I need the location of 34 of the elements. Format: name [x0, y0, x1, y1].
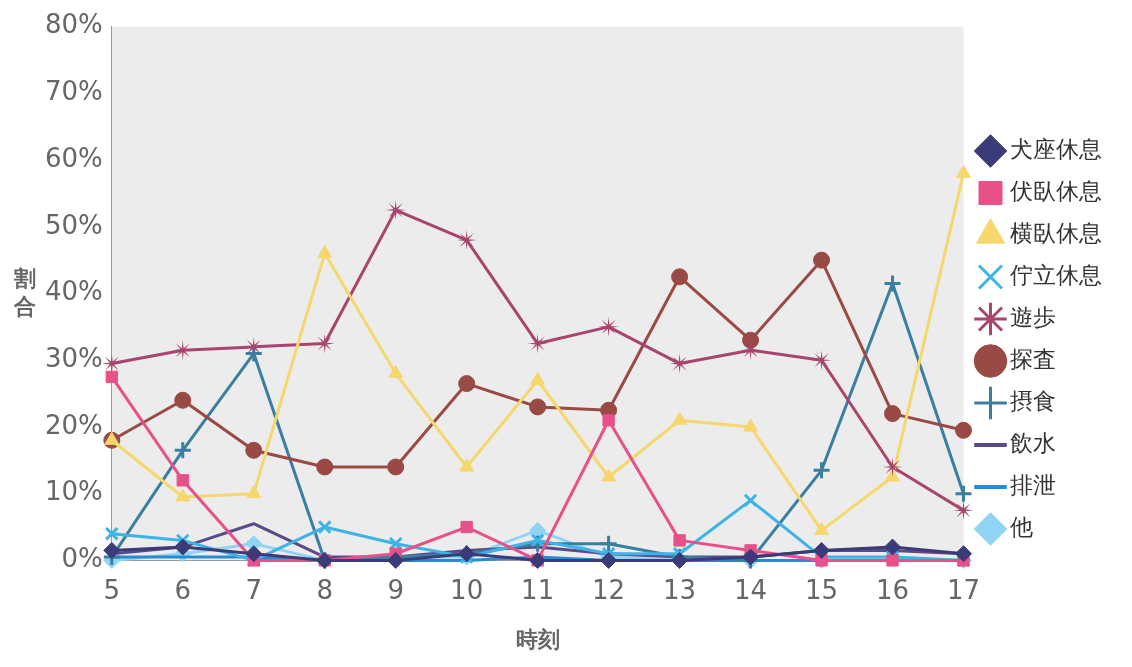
- x-tick-label: 9: [387, 574, 404, 605]
- legend-label: 遊歩: [1010, 303, 1056, 330]
- y-axis-title: 割合: [13, 265, 37, 321]
- y-tick-label: 0%: [61, 543, 103, 574]
- legend-label: 排泄: [1010, 471, 1056, 498]
- legend-label: 伏臥休息: [1010, 177, 1102, 204]
- x-tick-label: 17: [946, 574, 981, 605]
- legend-label: 飲水: [1010, 429, 1056, 456]
- y-tick-label: 40%: [44, 276, 103, 307]
- y-tick-label: 10%: [44, 476, 103, 507]
- x-tick-label: 8: [316, 574, 333, 605]
- y-tick-label: 50%: [44, 209, 103, 240]
- x-tick-label: 6: [174, 574, 192, 605]
- y-tick-label: 60%: [44, 142, 103, 173]
- x-tick-label: 11: [521, 574, 555, 605]
- legend-label: 横臥休息: [1010, 219, 1102, 246]
- x-tick-label: 14: [734, 574, 768, 605]
- legend-label: 摂食: [1010, 387, 1056, 414]
- x-tick-label: 16: [875, 574, 910, 605]
- x-tick-label: 7: [245, 574, 263, 605]
- y-tick-label: 20%: [44, 409, 103, 440]
- x-tick-label: 12: [592, 574, 626, 605]
- x-tick-label: 10: [450, 574, 484, 605]
- x-tick-label: 5: [103, 574, 121, 605]
- legend-label: 佇立休息: [1010, 261, 1102, 288]
- legend-label: 犬座休息: [1010, 135, 1102, 162]
- legend-label: 他: [1010, 513, 1033, 540]
- x-axis-title: 時刻: [515, 626, 560, 652]
- x-tick-label: 15: [805, 574, 839, 605]
- x-tick-label: 13: [663, 574, 697, 605]
- y-tick-label: 80%: [44, 9, 103, 40]
- y-tick-label: 30%: [44, 342, 103, 373]
- y-tick-label: 70%: [44, 76, 103, 107]
- legend-label: 探査: [1010, 345, 1056, 372]
